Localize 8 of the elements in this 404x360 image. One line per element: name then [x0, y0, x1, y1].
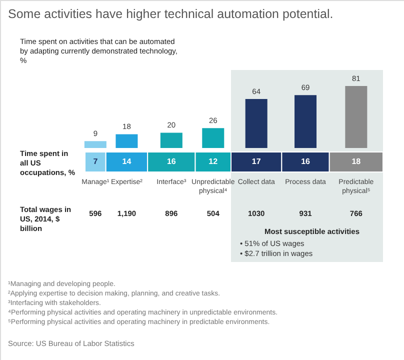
data-label: 16: [166, 157, 176, 166]
data-label: 12: [208, 157, 218, 166]
data-label: 7: [93, 157, 98, 166]
data-label: 17: [252, 157, 262, 166]
data-label: 18: [352, 157, 362, 166]
data-label: 14: [122, 157, 132, 166]
data-label: 16: [301, 157, 311, 166]
chart-title: Some activities have higher technical automation potential.: [8, 7, 334, 21]
